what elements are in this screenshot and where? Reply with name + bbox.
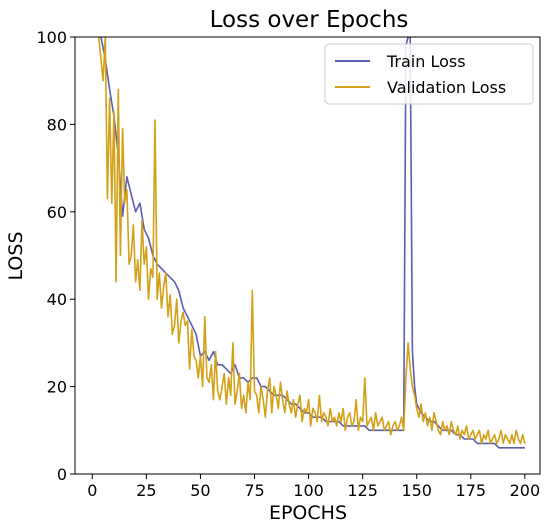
y-tick-label: 20	[47, 378, 67, 397]
chart-title: Loss over Epochs	[210, 7, 409, 33]
y-tick-label: 60	[47, 203, 67, 222]
y-tick-label: 80	[47, 115, 67, 134]
x-tick-label: 75	[244, 481, 264, 500]
x-tick-label: 125	[347, 481, 378, 500]
legend-label-validation-loss: Validation Loss	[387, 78, 506, 97]
x-tick-label: 200	[510, 481, 541, 500]
legend-label-train-loss: Train Loss	[386, 52, 466, 71]
validation-loss-line	[98, 37, 526, 445]
x-tick-label: 175	[456, 481, 487, 500]
y-tick-label: 0	[57, 465, 67, 484]
x-tick-label: 50	[190, 481, 210, 500]
y-tick-label: 100	[36, 28, 67, 47]
y-axis: 0 20 40 60 80 100	[36, 28, 75, 484]
plot-frame	[74, 36, 541, 475]
x-tick-label: 25	[136, 481, 156, 500]
train-loss-line	[100, 37, 525, 449]
x-tick-label: 100	[293, 481, 324, 500]
legend-box	[324, 43, 534, 105]
x-tick-label: 0	[87, 481, 97, 500]
series-layer	[98, 37, 526, 449]
legend: Train Loss Validation Loss	[324, 43, 534, 105]
y-tick-label: 40	[47, 290, 67, 309]
x-axis-label: EPOCHS	[269, 502, 347, 524]
y-axis-label: LOSS	[5, 232, 27, 281]
x-axis: 0 25 50 75 100 125 150 175 200	[87, 474, 540, 500]
x-tick-label: 150	[401, 481, 432, 500]
